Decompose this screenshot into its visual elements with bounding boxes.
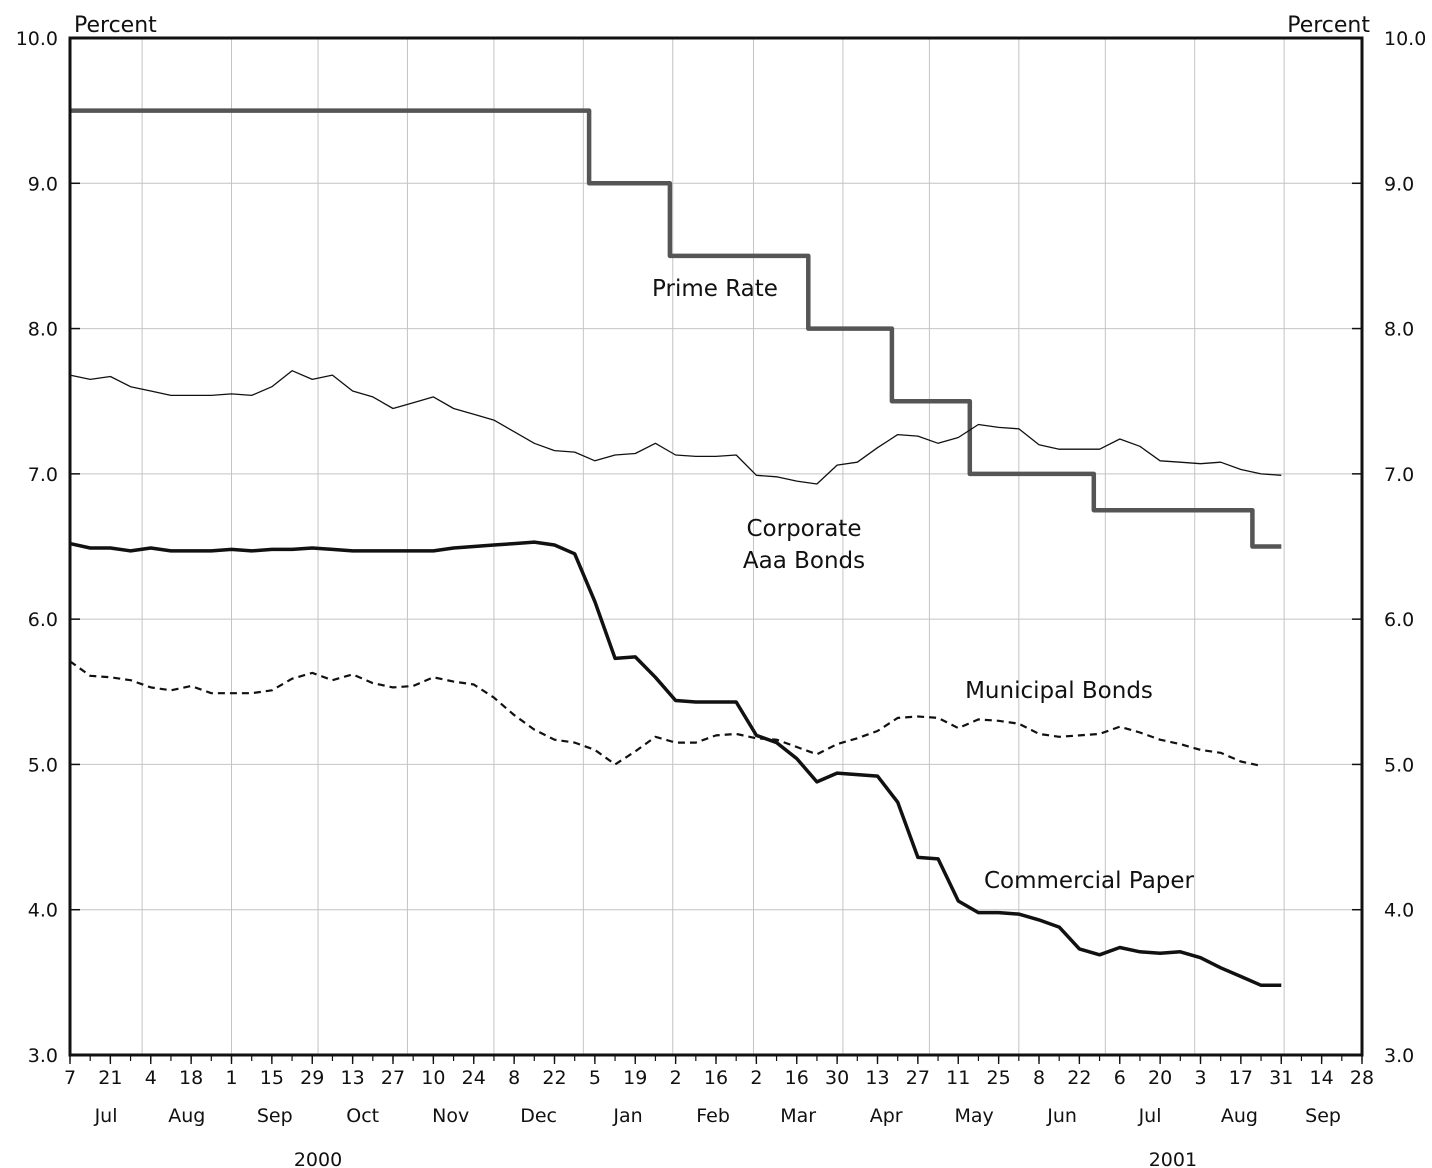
x-year-label: 2000: [294, 1149, 342, 1168]
x-tick-label: 22: [542, 1067, 566, 1089]
y-tick-label-left: 9.0: [28, 173, 58, 195]
y-tick-label-left: 7.0: [28, 464, 58, 486]
plot-frame: [68, 36, 1364, 1057]
y-tick-label-right: 10.0: [1384, 28, 1426, 50]
x-tick-label: 28: [1350, 1067, 1374, 1089]
x-tick-label: 8: [1033, 1067, 1045, 1089]
x-tick-label: 27: [906, 1067, 930, 1089]
y-tick-label-right: 8.0: [1384, 319, 1414, 341]
series-layer: [69, 108, 1282, 988]
x-tick-label: 30: [825, 1067, 849, 1089]
x-year-label: 2001: [1149, 1149, 1197, 1168]
x-month-label: Sep: [257, 1105, 293, 1127]
x-month-label: Aug: [168, 1105, 205, 1127]
x-month-label: Dec: [520, 1105, 557, 1127]
series-annotations: Prime Rate Corporate Aaa Bonds Municipal Bo…: [652, 276, 1195, 894]
y-tick-label-right: 6.0: [1384, 609, 1414, 631]
x-tick-label: 17: [1229, 1067, 1253, 1089]
series-line-municipal-bonds: [69, 660, 1262, 767]
y-tick-label-left: 8.0: [28, 319, 58, 341]
x-tick-label: 22: [1067, 1067, 1091, 1089]
x-tick-label: 15: [260, 1067, 284, 1089]
x-month-label: Sep: [1305, 1105, 1341, 1127]
x-tick-label: 5: [589, 1067, 601, 1089]
y-tick-label-right: 3.0: [1384, 1045, 1414, 1067]
y-tick-label-left: 6.0: [28, 609, 58, 631]
x-tick-label: 13: [865, 1067, 889, 1089]
x-month-label: Apr: [870, 1105, 903, 1127]
x-tick-label: 2: [670, 1067, 682, 1089]
x-month-label: Jan: [612, 1105, 642, 1127]
x-tick-label: 8: [508, 1067, 520, 1089]
y-tick-label-right: 9.0: [1384, 173, 1414, 195]
x-tick-label: 24: [462, 1067, 486, 1089]
x-month-label: Jul: [1138, 1105, 1162, 1127]
series-line-commercial-paper: [69, 540, 1282, 988]
x-tick-label: 31: [1269, 1067, 1293, 1089]
series-label: Commercial Paper: [984, 868, 1195, 894]
x-month-label: Jun: [1046, 1105, 1077, 1127]
x-tick-label: 6: [1114, 1067, 1126, 1089]
gridlines: [70, 38, 1362, 1055]
x-tick-label: 27: [381, 1067, 405, 1089]
y-tick-label-left: 3.0: [28, 1045, 58, 1067]
x-tick-label: 20: [1148, 1067, 1172, 1089]
x-tick-label: 10: [421, 1067, 445, 1089]
x-tick-label: 21: [98, 1067, 122, 1089]
x-tick-label: 11: [946, 1067, 970, 1089]
x-tick-label: 16: [785, 1067, 809, 1089]
y-unit-right: Percent: [1287, 13, 1370, 38]
y-tick-label-right: 7.0: [1384, 464, 1414, 486]
x-month-label: Oct: [346, 1105, 379, 1127]
x-tick-label: 25: [987, 1067, 1011, 1089]
axis-labels: Percent Percent 3.0 3.0 4.0 4.0 5.0 5.0 6.0 6.0…: [16, 13, 1427, 1168]
series-label: Corporate: [747, 516, 862, 542]
x-tick-label: 16: [704, 1067, 728, 1089]
y-unit-left: Percent: [74, 13, 157, 38]
x-tick-label: 29: [300, 1067, 324, 1089]
y-tick-label-right: 4.0: [1384, 900, 1414, 922]
y-tick-label-left: 4.0: [28, 900, 58, 922]
x-tick-label: 2: [750, 1067, 762, 1089]
axis-ticks: [69, 37, 1363, 1064]
series-line-corporate-aaa-bonds: [69, 370, 1282, 485]
series-label: Municipal Bonds: [965, 678, 1153, 704]
x-month-label: May: [954, 1105, 993, 1127]
x-tick-label: 18: [179, 1067, 203, 1089]
x-month-label: Nov: [432, 1105, 469, 1127]
series-line-prime-rate: [70, 108, 1282, 549]
x-month-label: Mar: [780, 1105, 816, 1127]
x-tick-label: 19: [623, 1067, 647, 1089]
series-label: Prime Rate: [652, 276, 778, 302]
x-tick-label: 4: [145, 1067, 157, 1089]
x-month-label: Jul: [94, 1105, 118, 1127]
x-month-label: Aug: [1221, 1105, 1258, 1127]
x-tick-label: 1: [225, 1067, 237, 1089]
x-tick-label: 3: [1194, 1067, 1206, 1089]
series-label: Aaa Bonds: [743, 548, 865, 574]
x-tick-label: 13: [341, 1067, 365, 1089]
x-tick-label: 7: [64, 1067, 76, 1089]
y-tick-label-right: 5.0: [1384, 754, 1414, 776]
x-tick-label: 14: [1310, 1067, 1334, 1089]
y-tick-label-left: 10.0: [16, 28, 58, 50]
x-month-label: Feb: [696, 1105, 730, 1127]
y-tick-label-left: 5.0: [28, 754, 58, 776]
